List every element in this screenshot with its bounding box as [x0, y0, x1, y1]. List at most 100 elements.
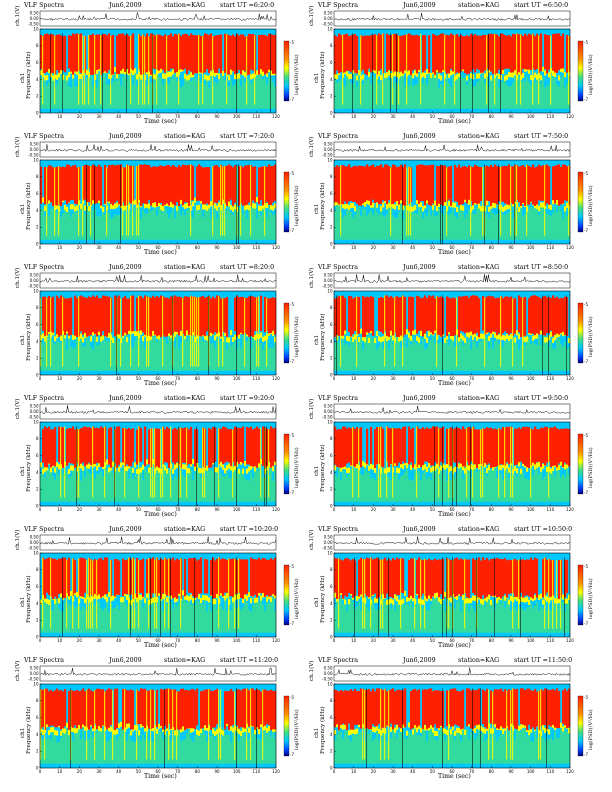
- timeseries-tick-label: -0.50: [322, 283, 333, 288]
- time-tick-label: 120: [566, 769, 574, 774]
- time-xlabel: Time (sec): [144, 380, 177, 387]
- frequency-tick-label: 8: [36, 436, 39, 441]
- frequency-tick-label: 6: [36, 715, 39, 720]
- time-tick-label: 0: [333, 376, 336, 381]
- time-tick-label: 120: [566, 114, 574, 119]
- colorbar-tick-label: -7: [584, 752, 588, 757]
- timeseries-tick-label: 0.00: [324, 409, 333, 414]
- panel-station: station=KAG: [458, 2, 500, 9]
- spectra-panel: VLF Spectra Jun6,2009 station=KAG start UT …: [308, 2, 598, 126]
- timeseries-ylabel: ch.1(V): [15, 136, 21, 157]
- frequency-tick-label: 4: [330, 77, 333, 82]
- time-tick-label: 50: [430, 114, 436, 119]
- timeseries-frame: [39, 665, 277, 682]
- colorbar: [283, 40, 290, 102]
- frequency-tick-label: 0: [330, 241, 333, 246]
- time-xlabel: Time (sec): [438, 642, 471, 649]
- spectrogram: [334, 684, 571, 768]
- time-tick-label: 70: [175, 507, 181, 512]
- colorbar-label: log(PSD)(V²/Hz): [588, 578, 594, 619]
- frequency-tick-label: 2: [36, 356, 39, 361]
- spectrogram: [40, 29, 277, 114]
- time-tick-label: 90: [214, 638, 220, 643]
- time-tick-label: 60: [449, 638, 455, 643]
- frequency-tick-label: 2: [36, 749, 39, 754]
- colorbar: [577, 695, 584, 757]
- time-tick-label: 30: [96, 114, 102, 119]
- frequency-tick-label: 6: [330, 60, 333, 65]
- time-tick-label: 80: [489, 638, 495, 643]
- timeseries-ylabel: ch.1(V): [309, 267, 315, 288]
- time-tick-label: 30: [96, 245, 102, 250]
- colorbar-tick-label: -7: [584, 97, 588, 102]
- time-tick-label: 50: [136, 638, 142, 643]
- frequency-tick-label: 4: [330, 339, 333, 344]
- time-tick-label: 110: [253, 638, 261, 643]
- timeseries-trace: [39, 405, 277, 414]
- spectra-panel: VLF Spectra Jun6,2009 station=KAG start UT …: [308, 395, 598, 519]
- time-tick-label: 90: [214, 376, 220, 381]
- timeseries-ylabel: ch.1(V): [15, 267, 21, 288]
- timeseries-ylabel: ch.1(V): [309, 5, 315, 26]
- panel-date: Jun6,2009: [403, 395, 436, 402]
- colorbar-tick-label: -7: [290, 752, 294, 757]
- panel-date: Jun6,2009: [109, 2, 142, 9]
- time-tick-label: 100: [527, 638, 535, 643]
- timeseries-tick-label: 0.50: [324, 272, 333, 277]
- time-tick-label: 100: [233, 769, 241, 774]
- frequency-tick-label: 0: [330, 634, 333, 639]
- spectrogram-ylabel: Frequency (kHz): [320, 313, 326, 361]
- time-tick-label: 60: [155, 638, 161, 643]
- colorbar-label: log(PSD)(V²/Hz): [588, 54, 594, 95]
- frequency-tick-label: 10: [33, 26, 39, 31]
- timeseries-tick-label: 0.00: [324, 147, 333, 152]
- spectrogram: [334, 553, 571, 637]
- frequency-tick-label: 6: [330, 453, 333, 458]
- frequency-tick-label: 8: [36, 567, 39, 572]
- time-xlabel: Time (sec): [438, 380, 471, 387]
- timeseries-tick-label: 0.00: [30, 540, 39, 545]
- timeseries-frame: [39, 403, 277, 420]
- frequency-tick-label: 6: [36, 322, 39, 327]
- time-tick-label: 30: [390, 638, 396, 643]
- time-tick-label: 100: [233, 245, 241, 250]
- time-tick-label: 100: [527, 376, 535, 381]
- panel-station: station=KAG: [458, 264, 500, 271]
- panel-start-time: start UT =10:50:0: [514, 526, 573, 533]
- frequency-tick-label: 10: [33, 550, 39, 555]
- time-tick-label: 60: [449, 376, 455, 381]
- colorbar-tick-label: -7: [584, 621, 588, 626]
- time-tick-label: 70: [175, 245, 181, 250]
- time-tick-label: 70: [175, 376, 181, 381]
- time-tick-label: 80: [195, 769, 201, 774]
- panel-title: VLF Spectra: [318, 2, 358, 9]
- panel-date: Jun6,2009: [109, 395, 142, 402]
- frequency-tick-label: 0: [36, 765, 39, 770]
- timeseries-trace: [39, 12, 277, 21]
- time-tick-label: 80: [489, 769, 495, 774]
- panel-start-time: start UT =7:50:0: [514, 133, 569, 140]
- time-tick-label: 80: [195, 114, 201, 119]
- time-tick-label: 60: [155, 114, 161, 119]
- colorbar-tick-label: -7: [290, 228, 294, 233]
- frequency-tick-label: 2: [36, 94, 39, 99]
- panel-start-time: start UT =6:50:0: [514, 2, 569, 9]
- panel-title: VLF Spectra: [24, 526, 64, 533]
- time-tick-label: 80: [195, 638, 201, 643]
- time-tick-label: 20: [371, 376, 377, 381]
- spectrogram-ylabel: Frequency (kHz): [26, 313, 32, 361]
- timeseries-tick-label: 0.50: [324, 10, 333, 15]
- frequency-tick-label: 10: [33, 419, 39, 424]
- time-tick-label: 60: [449, 245, 455, 250]
- timeseries-tick-label: 0.00: [324, 540, 333, 545]
- frequency-tick-label: 4: [330, 732, 333, 737]
- timeseries-tick-label: 0.50: [30, 534, 39, 539]
- spectrogram-ylabel: Frequency (kHz): [320, 706, 326, 754]
- time-tick-label: 90: [214, 769, 220, 774]
- panel-station: station=KAG: [458, 133, 500, 140]
- time-tick-label: 80: [195, 507, 201, 512]
